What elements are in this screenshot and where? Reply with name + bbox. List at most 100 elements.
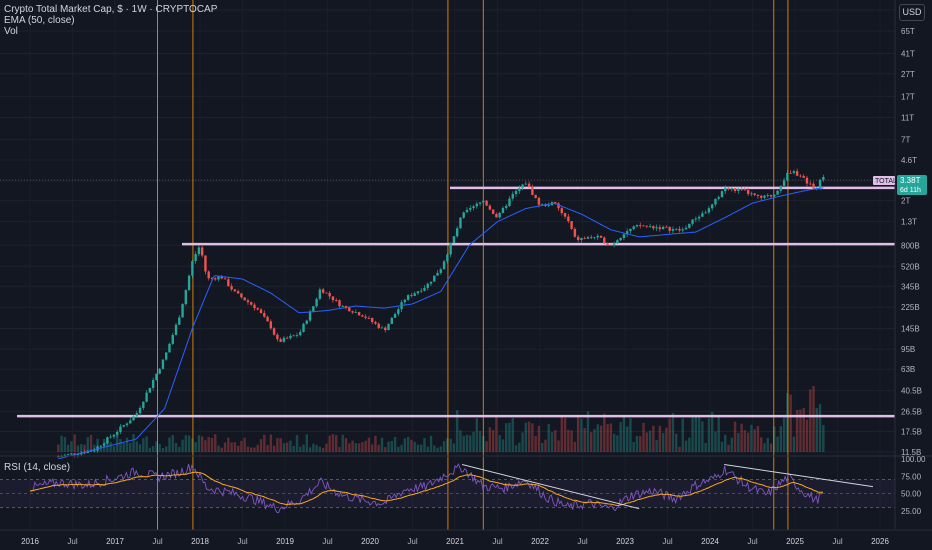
volume-bar [576,416,580,452]
candle-body [315,298,318,307]
price-axis[interactable]: 100T65T41T27T17T11T7T4.6T3T2T1.3T800B520… [901,6,922,457]
volume-bar [357,443,361,452]
candle-body [658,227,662,230]
chart-title[interactable]: Crypto Total Market Cap, $ · 1W · CRYPTO… [4,4,218,15]
candle-body [478,202,482,204]
candle-body [668,226,671,231]
volume-bar [590,432,593,452]
candle-body [606,243,609,245]
rsi-axis[interactable]: 100.00 75.00 50.00 25.00 [901,455,926,516]
candle-body [586,237,590,239]
candle-body [694,218,698,220]
candle-body [498,212,501,218]
candle-body [321,289,325,293]
candle-body [547,205,550,207]
volume-bar [652,425,655,452]
volume-bar [178,447,181,452]
volume-bar [606,424,609,452]
candle-body [433,275,436,282]
volume-bar [684,440,688,452]
candle-body [678,228,681,231]
volume-bar [691,417,694,452]
candle-body [145,392,148,402]
candle-body [184,290,188,305]
candle-body [335,300,338,301]
volume-bar [380,437,384,452]
candle-body [66,454,70,455]
rsi-tick-label: 100.00 [901,455,926,464]
candle-body [521,184,524,189]
volume-bar [642,422,645,452]
candle-body [799,175,802,177]
candle-body [420,290,423,292]
candle-body [760,195,763,198]
candle-body [642,225,645,227]
candle-body [63,454,67,457]
candle-body [776,190,779,195]
volume-bar [217,445,220,452]
rsi-legend[interactable]: RSI (14, close) [4,462,71,473]
candle-body [93,450,96,452]
price-tick-label: 17.5B [901,428,922,437]
candle-body [89,450,93,452]
volume-bar [746,432,750,452]
candle-body [462,212,465,218]
candle-body [724,187,727,192]
volume-bar [321,447,325,452]
volume-bar [109,441,112,452]
candle-body [138,407,142,414]
volume-bar [544,439,547,452]
candle-body [812,183,815,189]
candle-body [485,200,488,206]
rsi-line [29,463,824,514]
volume-bar [86,437,89,452]
price-tick-label: 11T [901,114,914,123]
volume-bar [714,431,717,452]
volume-bar [625,426,629,452]
volume-bar [550,432,554,452]
candle-body [384,327,387,331]
volume-legend[interactable]: Vol [4,26,18,37]
candle-body [328,292,331,297]
candle-body [299,331,302,336]
candle-body [410,295,413,296]
volume-bar [478,430,482,452]
volume-bar [498,435,501,452]
volume-bar [292,446,295,452]
candle-body [312,306,315,312]
candle-body [217,276,220,280]
candle-body [789,172,792,174]
time-axis[interactable]: 2016 Jul 2017 Jul 2018 Jul 2019 Jul 2020 Jul 2021 J… [21,537,889,546]
candle-body [505,205,508,208]
candle-body [697,216,701,219]
time-tick-label: Jul [832,537,842,546]
candle-body [344,305,348,308]
candle-body [802,176,805,178]
volume-bar [331,434,335,452]
candle-body [746,190,750,194]
volume-bar [259,439,263,452]
volume-bar [776,436,779,452]
candle-body [426,283,429,288]
volume-bar [511,417,514,452]
volume-bar [384,447,387,452]
volume-bar [639,436,642,452]
volume-bar [707,418,711,452]
volume-bar [609,423,613,452]
volume-bar [501,439,505,452]
volume-bar [763,443,766,452]
volume-bar [815,408,818,452]
candle-body [416,291,420,294]
volume-bar [263,434,266,452]
candle-body [472,206,475,208]
currency-button[interactable]: USD [899,4,925,21]
candle-body [590,237,593,238]
ema-legend[interactable]: EMA (50, close) [4,15,75,26]
candle-body [269,321,273,329]
volume-bar [681,418,684,452]
candle-body [390,317,393,325]
candle-body [413,293,416,296]
candle-body [374,321,377,324]
candle-body [403,299,407,303]
